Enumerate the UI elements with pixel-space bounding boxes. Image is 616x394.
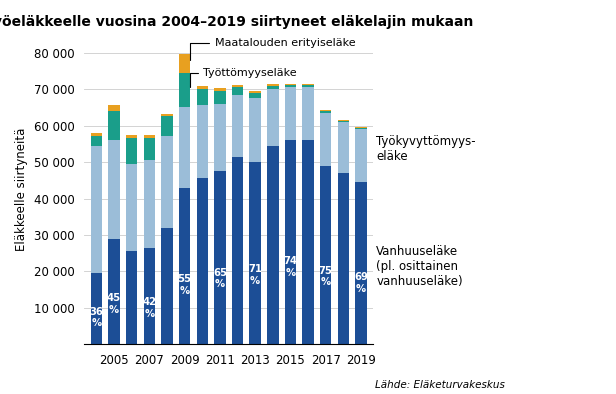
Bar: [126, 138, 137, 164]
Bar: [126, 135, 137, 138]
Bar: [144, 160, 155, 248]
Bar: [285, 84, 296, 85]
Text: Vanhuuseläke
(pl. osittainen
vanhuuseläke): Vanhuuseläke (pl. osittainen vanhuuseläk…: [376, 245, 463, 288]
Text: 42
%: 42 %: [142, 297, 156, 318]
Bar: [267, 146, 278, 344]
Bar: [232, 95, 243, 156]
Bar: [214, 171, 225, 344]
Bar: [320, 166, 331, 344]
Bar: [161, 136, 172, 228]
Bar: [355, 127, 367, 128]
Text: Lähde: Eläketurvakeskus: Lähde: Eläketurvakeskus: [375, 380, 505, 390]
Bar: [144, 136, 155, 138]
Bar: [320, 112, 331, 113]
Bar: [197, 178, 208, 344]
Bar: [267, 84, 278, 86]
Bar: [302, 140, 314, 344]
Bar: [232, 87, 243, 95]
Bar: [285, 85, 296, 87]
Bar: [302, 84, 314, 85]
Bar: [108, 239, 120, 344]
Bar: [355, 182, 367, 344]
Text: 75
%: 75 %: [319, 266, 333, 287]
Text: 69
%: 69 %: [354, 272, 368, 294]
Bar: [302, 87, 314, 140]
Text: 36
%: 36 %: [89, 307, 103, 328]
Bar: [214, 91, 225, 104]
Bar: [161, 228, 172, 344]
Bar: [161, 113, 172, 116]
Bar: [249, 93, 261, 98]
Y-axis label: Eläkkeelle siirtyneitä: Eläkkeelle siirtyneitä: [15, 128, 28, 251]
Bar: [320, 110, 331, 112]
Bar: [355, 128, 367, 129]
Bar: [338, 121, 349, 122]
Text: 74
%: 74 %: [283, 256, 298, 278]
Bar: [91, 136, 102, 146]
Bar: [108, 140, 120, 239]
Bar: [249, 91, 261, 93]
Bar: [91, 133, 102, 136]
Bar: [179, 107, 190, 188]
Bar: [285, 140, 296, 344]
Bar: [197, 106, 208, 178]
Text: 55
%: 55 %: [177, 274, 192, 296]
Bar: [126, 164, 137, 251]
Bar: [214, 104, 225, 171]
Bar: [232, 156, 243, 344]
Bar: [249, 98, 261, 162]
Bar: [338, 119, 349, 121]
Title: Työeläkkeelle vuosina 2004–2019 siirtyneet eläkelajin mukaan: Työeläkkeelle vuosina 2004–2019 siirtyne…: [0, 15, 473, 29]
Bar: [267, 86, 278, 89]
Bar: [161, 116, 172, 136]
Bar: [179, 54, 190, 72]
Text: 45
%: 45 %: [107, 294, 121, 315]
Bar: [108, 111, 120, 140]
Bar: [197, 89, 208, 106]
Bar: [302, 85, 314, 87]
Bar: [91, 273, 102, 344]
Bar: [338, 122, 349, 173]
Bar: [338, 173, 349, 344]
Bar: [214, 88, 225, 91]
Bar: [197, 86, 208, 89]
Text: Maatalouden erityiseläke: Maatalouden erityiseläke: [190, 39, 355, 60]
Bar: [249, 162, 261, 344]
Bar: [267, 89, 278, 146]
Bar: [179, 72, 190, 107]
Bar: [126, 251, 137, 344]
Bar: [232, 85, 243, 87]
Text: Työkyvyttömyys-
eläke: Työkyvyttömyys- eläke: [376, 135, 476, 163]
Bar: [91, 146, 102, 273]
Bar: [144, 248, 155, 344]
Bar: [320, 113, 331, 166]
Bar: [355, 129, 367, 182]
Text: 71
%: 71 %: [248, 264, 262, 286]
Bar: [285, 87, 296, 140]
Text: 65
%: 65 %: [213, 268, 227, 290]
Text: Työttömyyseläke: Työttömyyseläke: [190, 68, 297, 87]
Bar: [108, 106, 120, 111]
Bar: [179, 188, 190, 344]
Bar: [144, 138, 155, 160]
